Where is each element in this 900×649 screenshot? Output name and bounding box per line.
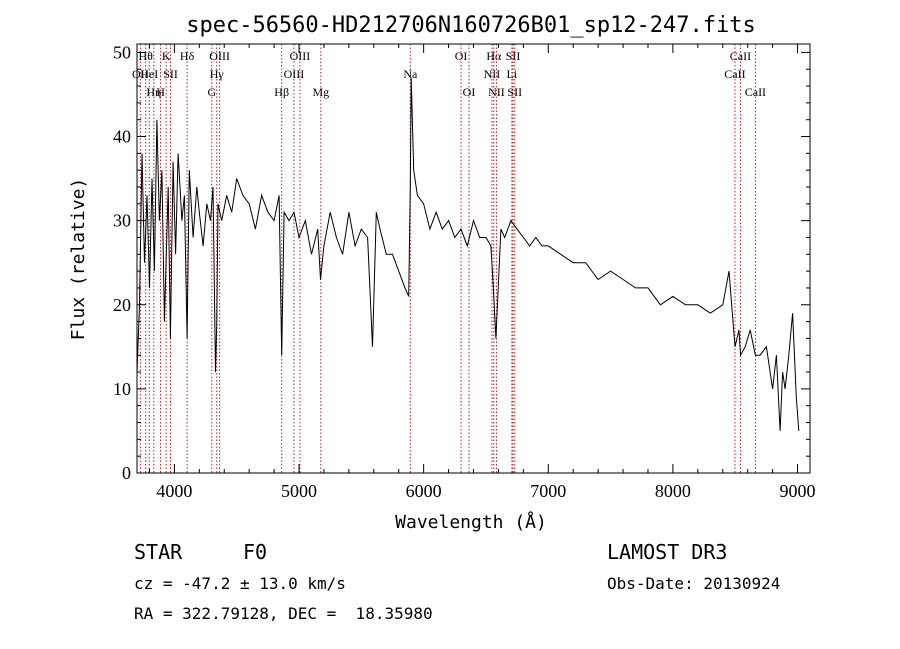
line-marker-label: CaII — [730, 49, 751, 63]
line-marker-label: OIII — [284, 67, 305, 81]
obs-date: Obs-Date: 20130924 — [607, 574, 781, 593]
x-tick-label: 8000 — [655, 481, 691, 501]
line-marker-label: H — [156, 85, 165, 99]
plot-frame — [136, 43, 811, 474]
line-marker-label: SII — [507, 85, 522, 99]
x-axis-label: Wavelength (Å) — [395, 511, 547, 533]
object-class: STAR — [134, 540, 183, 564]
x-tick-label: 4000 — [156, 481, 192, 501]
line-marker-label: Hη — [146, 85, 161, 99]
x-tick-label: 9000 — [780, 481, 816, 501]
line-marker-label: CaII — [724, 67, 745, 81]
line-marker-label: Hβ — [274, 85, 289, 99]
line-marker-label: Na — [403, 67, 418, 81]
line-marker-label: HeI — [140, 67, 158, 81]
line-marker-label: Li — [507, 67, 518, 81]
line-marker-label: K — [162, 49, 171, 63]
x-tick-label: 5000 — [281, 481, 317, 501]
y-tick-label: 40 — [113, 127, 131, 147]
line-marker-label: Hδ — [180, 49, 195, 63]
x-tick-label: 7000 — [530, 481, 566, 501]
redshift-text: cz = -47.2 ± 13.0 km/s — [134, 574, 346, 593]
line-marker-label: Hγ — [210, 67, 225, 81]
spectrum-line — [136, 77, 800, 431]
line-markers: OIIHθHeIHηHKSIIHδGHγOIIIHβOIIIOIIIMgNaOI… — [132, 44, 766, 473]
line-marker-label: NII — [488, 85, 505, 99]
line-marker-label: OII — [132, 67, 149, 81]
y-axis-label: Flux (relative) — [68, 178, 89, 341]
y-tick-label: 0 — [122, 463, 131, 483]
survey-label: LAMOST DR3 — [607, 540, 728, 564]
line-marker-label: Mg — [312, 85, 329, 99]
line-marker-label: OI — [455, 49, 468, 63]
y-tick-label: 20 — [113, 295, 131, 315]
y-tick-label: 50 — [113, 42, 131, 62]
line-marker-label: CaII — [745, 85, 766, 99]
line-marker-label: OIII — [209, 49, 230, 63]
axes: 4000 5000 6000 7000 8000 9000 0 10 20 30 40 50 — [113, 42, 816, 501]
line-marker-label: NII — [484, 67, 501, 81]
y-tick-label: 10 — [113, 379, 131, 399]
line-marker-label: OI — [463, 85, 476, 99]
line-marker-label: OIII — [290, 49, 311, 63]
coordinates: RA = 322.79128, DEC = 18.35980 — [134, 604, 433, 623]
line-marker-label: G — [207, 85, 216, 99]
chart-title: spec-56560-HD212706N160726B01_sp12-247.f… — [186, 13, 756, 38]
line-marker-label: Hθ — [139, 49, 154, 63]
line-marker-label: SII — [163, 67, 178, 81]
line-marker-label: SII — [506, 49, 521, 63]
line-marker-label: Hα — [486, 49, 502, 63]
y-tick-label: 30 — [113, 211, 131, 231]
subclass: F0 — [243, 540, 268, 564]
series-layer — [136, 77, 800, 431]
x-tick-label: 6000 — [406, 481, 442, 501]
